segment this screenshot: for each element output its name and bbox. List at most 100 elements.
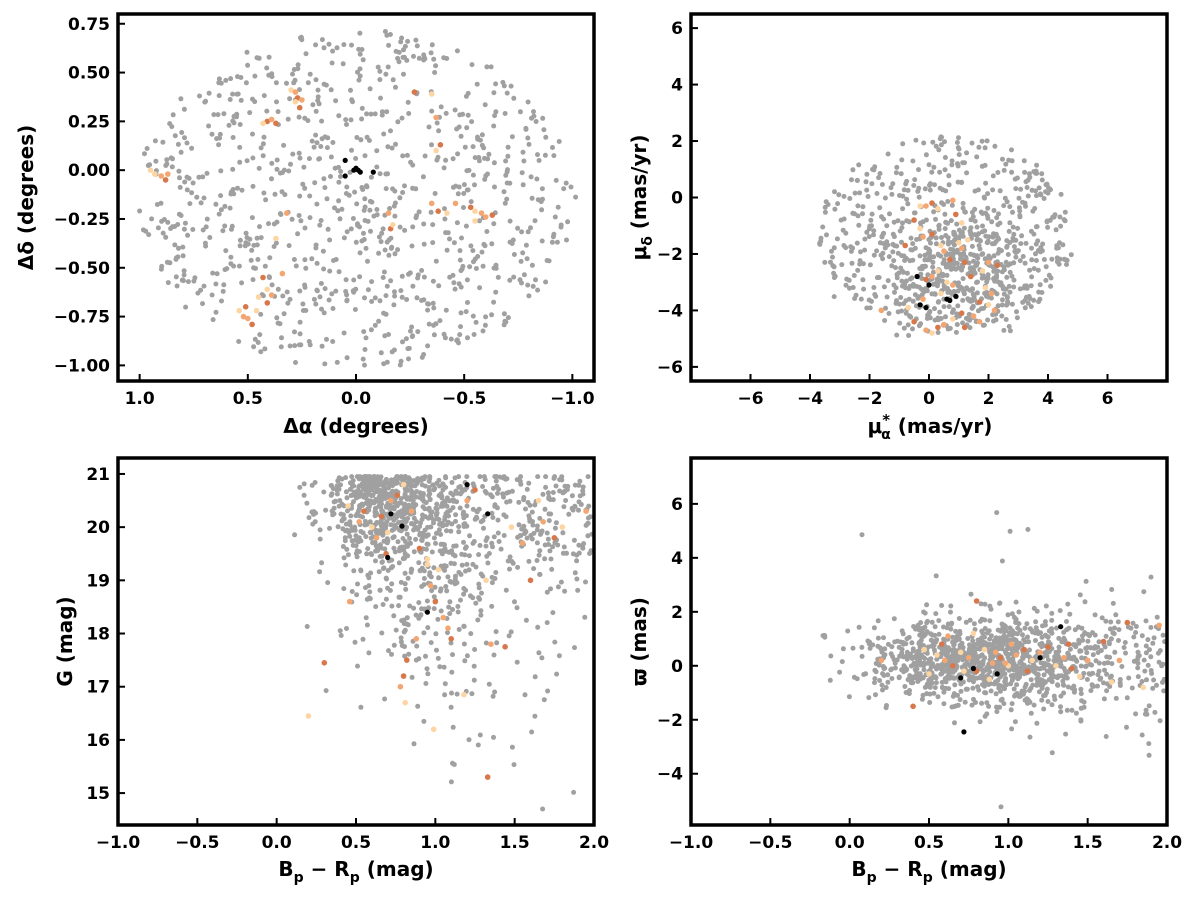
field-star-point — [535, 474, 541, 480]
field-star-point — [507, 218, 513, 224]
x-tick-label: −6 — [737, 389, 763, 409]
field-star-point — [348, 513, 354, 519]
field-star-point — [888, 667, 894, 673]
member-star-point — [472, 218, 478, 224]
field-star-point — [879, 182, 885, 187]
field-star-point — [406, 651, 412, 657]
field-star-point — [1029, 245, 1034, 251]
field-star-point — [337, 498, 343, 503]
field-star-point — [244, 158, 250, 164]
field-star-point — [307, 193, 313, 199]
field-star-point — [1139, 633, 1145, 639]
field-star-point — [1033, 638, 1038, 643]
field-star-point — [398, 579, 404, 585]
field-star-point — [281, 311, 287, 317]
field-star-point — [1090, 670, 1096, 676]
field-star-point — [383, 171, 389, 177]
field-star-point — [1025, 193, 1031, 199]
field-star-point — [341, 503, 347, 509]
field-star-point — [531, 530, 537, 536]
field-star-point — [1073, 710, 1079, 716]
field-star-point — [996, 236, 1002, 242]
member-star-point — [268, 116, 275, 123]
field-star-point — [991, 681, 997, 687]
field-star-point — [852, 211, 857, 217]
field-star-point — [931, 269, 936, 275]
field-star-point — [461, 515, 467, 521]
field-star-point — [221, 111, 227, 117]
y-tick-label: 6 — [671, 19, 683, 39]
field-star-point — [298, 218, 304, 224]
field-star-point — [200, 301, 205, 307]
field-star-point — [859, 644, 865, 650]
field-star-point — [917, 676, 923, 682]
field-star-point — [261, 134, 267, 140]
field-star-point — [545, 688, 551, 694]
field-star-point — [341, 586, 347, 592]
field-star-point — [533, 119, 539, 124]
field-star-point — [285, 300, 291, 306]
field-star-point — [997, 683, 1003, 689]
field-star-point — [424, 666, 430, 672]
field-star-point — [221, 282, 227, 288]
field-star-point — [357, 51, 363, 57]
x-axis-title: Bp − Rp (mag) — [278, 857, 433, 886]
field-star-point — [153, 158, 159, 164]
field-star-point — [933, 573, 939, 579]
field-star-point — [442, 216, 448, 222]
field-star-point — [428, 50, 434, 56]
field-star-point — [551, 153, 557, 159]
field-star-point — [926, 246, 932, 252]
field-star-point — [561, 504, 567, 510]
field-star-point — [885, 151, 891, 157]
field-star-point — [395, 55, 401, 61]
field-star-point — [371, 500, 377, 506]
field-star-point — [943, 188, 949, 194]
field-star-point — [410, 333, 416, 339]
field-star-point — [1146, 703, 1152, 709]
field-star-point — [314, 140, 320, 146]
field-star-point — [454, 220, 460, 226]
field-star-point — [415, 476, 421, 482]
field-star-point — [362, 153, 368, 159]
field-star-point — [1003, 317, 1009, 322]
field-star-point — [963, 619, 969, 625]
field-star-point — [421, 568, 427, 574]
field-star-point — [1002, 671, 1008, 677]
field-star-point — [332, 165, 338, 171]
field-star-point — [934, 276, 940, 282]
field-star-point — [1005, 300, 1011, 306]
field-star-point — [160, 139, 166, 145]
field-star-point — [964, 285, 970, 291]
field-star-point — [244, 235, 250, 241]
field-star-point — [1017, 208, 1023, 214]
field-star-point — [1064, 619, 1069, 624]
field-star-point — [818, 235, 824, 241]
field-star-point — [491, 90, 497, 96]
field-star-point — [1041, 693, 1046, 699]
field-star-point — [494, 474, 499, 480]
field-star-point — [480, 328, 486, 334]
field-star-point — [516, 522, 522, 528]
field-star-point — [1113, 695, 1119, 701]
field-star-point — [470, 172, 476, 178]
field-star-point — [957, 697, 963, 703]
field-star-point — [274, 157, 280, 163]
field-star-point — [311, 144, 317, 150]
field-star-point — [328, 87, 334, 93]
field-star-point — [1146, 741, 1152, 747]
field-star-point — [405, 99, 411, 105]
member-star-point — [953, 211, 959, 218]
member-star-point — [472, 208, 478, 214]
member-star-point — [445, 625, 451, 631]
field-star-point — [570, 507, 576, 513]
field-star-point — [894, 272, 900, 277]
field-star-point — [506, 633, 512, 639]
field-star-point — [432, 584, 438, 590]
field-star-point — [458, 324, 463, 330]
field-star-point — [302, 225, 308, 231]
field-star-point — [491, 299, 497, 305]
member-star-point — [989, 660, 996, 666]
field-star-point — [1039, 697, 1045, 703]
field-star-point — [334, 359, 340, 365]
